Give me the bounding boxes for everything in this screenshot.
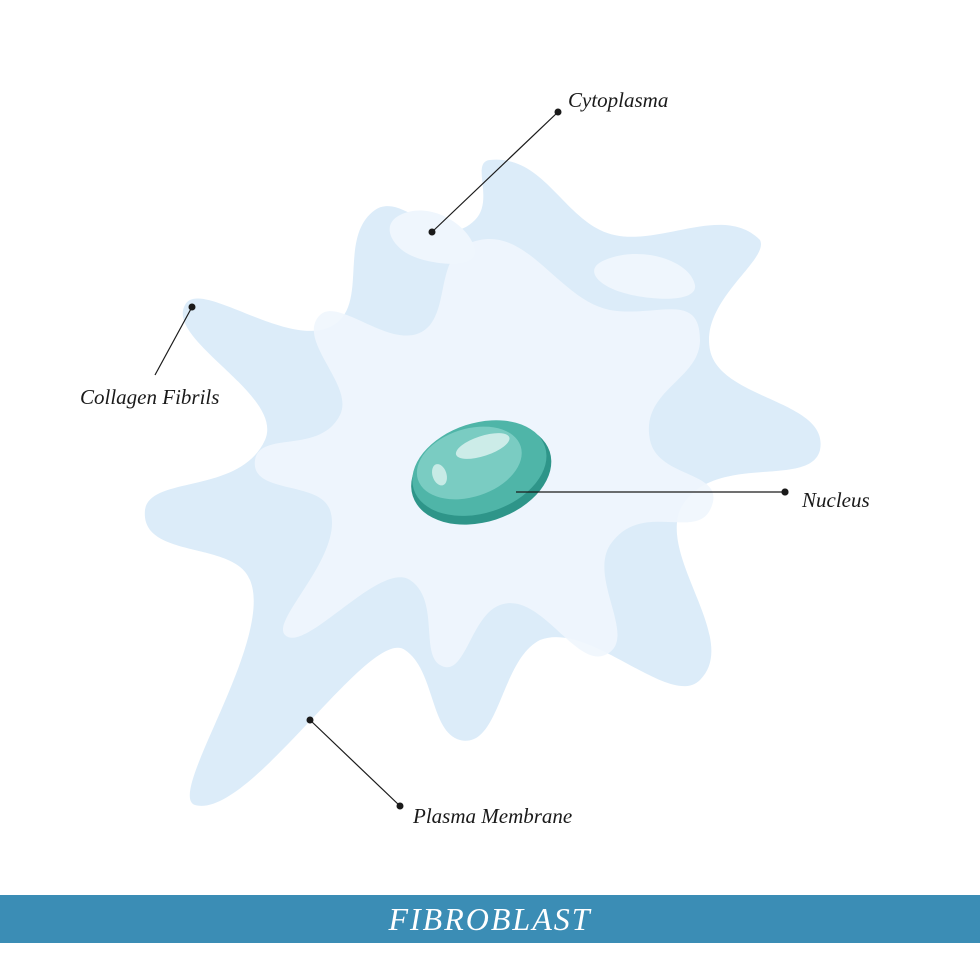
leader-dot-cytoplasma [429, 229, 436, 236]
title-bar: FIBROBLAST [0, 895, 980, 943]
title-text: FIBROBLAST [388, 901, 591, 938]
leader-dot-plasma-membrane [307, 717, 314, 724]
leader-line-plasma-membrane [310, 720, 400, 806]
label-nucleus: Nucleus [802, 488, 870, 513]
label-cytoplasma: Cytoplasma [568, 88, 668, 113]
leader-dot-collagen-fibrils [189, 304, 196, 311]
leader-line-collagen-fibrils [155, 307, 192, 375]
label-plasma-membrane: Plasma Membrane [413, 804, 572, 829]
label-collagen-fibrils: Collagen Fibrils [80, 385, 219, 410]
